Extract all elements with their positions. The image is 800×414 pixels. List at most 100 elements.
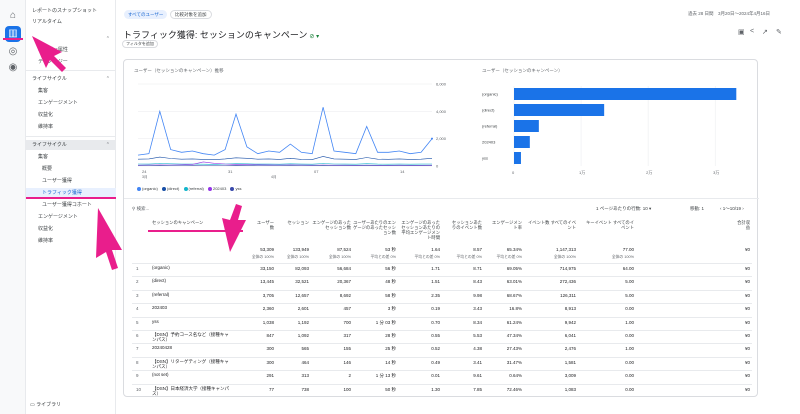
table-cell: 1.00 [625,346,634,352]
campaign-name[interactable]: 【DSN】日本経済大学（接種キャンパス） [152,385,229,396]
col-header[interactable]: キーイベント すべてのイベント [586,220,634,230]
share-icon[interactable]: < [750,28,755,35]
total-sub: 全体の 100% [251,255,274,259]
col-header[interactable]: イベント数 すべてのイベント [528,220,576,230]
col-header[interactable]: エンゲージメント率 [492,220,522,230]
legend-dot [183,186,188,191]
table-cell: 3.43 [473,306,482,312]
col-header[interactable]: エンゲージのあったセッション数 [312,220,351,230]
bar-category-label: (referral) [482,124,498,129]
sidebar-item-realtime[interactable]: リアルタイム [32,19,62,25]
sidebar-item-snapshot[interactable]: レポートのスナップショット [32,8,98,14]
sidebar-item-monetization[interactable]: 収益化 [38,112,54,118]
col-header[interactable]: セッション [287,220,309,225]
table-cell: 1,083 [564,386,576,392]
explore-icon[interactable]: ◎ [8,46,18,57]
campaign-name[interactable]: 202403 [152,305,168,311]
table-cell: 68.67% [506,292,522,298]
table-cell: ¥0 [744,319,750,325]
sidebar-item-traffic-acquisition[interactable]: トラフィック獲得 [26,188,116,198]
col-header[interactable]: ユーザー数 [256,220,274,230]
x-tick-label: 3万 [713,170,719,175]
row-divider [132,289,752,291]
check-icon: ⊘ ▾ [309,34,320,40]
row-divider [132,303,752,305]
table-cell: 714,975 [559,266,576,271]
add-filter-button[interactable]: フィルタを追加 [122,40,158,48]
sidebar-item-retention[interactable]: 維持率 [38,124,54,130]
compare-chip[interactable]: 比較対象を追加 [170,10,212,19]
sidebar-section-user[interactable]: ⌃ [26,34,116,44]
segment-chip[interactable]: すべてのユーザー [124,10,168,19]
table-cell: 9,942 [564,319,576,325]
insights-icon[interactable]: ↗ [762,29,768,36]
goto-page[interactable]: 移動: 1 [690,206,704,212]
date-range[interactable]: 過去 28 日間 3月20日～2024年4月16日 [687,11,770,16]
rows-per-page[interactable]: 1 ページあたりの行数: 10 ▾ [596,206,652,211]
sidebar-item-engagement-2[interactable]: エンゲージメント [38,214,78,220]
col-header-campaign[interactable]: セッションのキャンペーン [152,220,204,225]
campaign-name[interactable]: 【DSN】リターゲティング（接種キャンパス） [152,358,229,369]
sidebar-item-user-cohort[interactable]: ユーザー獲得コホート [42,202,92,208]
legend-label: 202403 [212,186,227,191]
total-sub: 平均との差 0% [456,255,483,259]
table-cell: ¥0 [744,292,750,298]
table-cell: 1 分 03 秒 [375,319,396,325]
sidebar-section-lifecycle[interactable]: ライフサイクル ⌃ [26,74,116,84]
row-number: 3 [136,292,139,298]
campaign-name[interactable]: (not set) [152,372,169,378]
sidebar-item-engagement[interactable]: エンゲージメント [38,100,78,106]
sidebar-item-user-acquisition[interactable]: ユーザー獲得 [42,178,72,184]
campaign-name[interactable]: (organic) [152,265,170,270]
table-cell: 0.00 [625,373,634,379]
campaign-name[interactable]: (referral) [152,291,170,297]
sidebar-item-monetization-2[interactable]: 収益化 [38,226,54,232]
col-header[interactable]: 合計収益 [737,220,750,230]
nav-rail: ⌂ ▥ ◎ ◉ [0,0,26,414]
customize-icon[interactable]: ▣ [738,29,745,36]
table-cell: 8.43 [473,279,482,285]
col-header[interactable]: エンゲージのあったセッションあたりの平均エンゲージメント時間 [401,220,440,240]
table-cell: 0.00 [625,359,634,365]
chevron-right-icon[interactable]: › [742,206,744,211]
bar-category-label: yss [482,156,488,161]
line-chart: 6,000 4,000 2,000 0 24 31 07 14 3月 4月 [137,82,447,179]
pagination[interactable]: ‹ 1～10/19 › [720,206,744,212]
legend-dot [161,186,166,191]
campaign-name[interactable]: yss [152,318,159,324]
x-tick-sublabel: 3月 [142,174,147,179]
library-link[interactable]: ▭ ライブラリ [30,401,61,408]
sidebar-item-acquisition-open[interactable]: 集客 [38,154,49,160]
table-cell: 2.35 [431,292,440,298]
bar-category-label: (organic) [482,92,498,97]
campaign-name[interactable]: 【DSN】予約コース名など（接種キャンパス） [152,332,229,342]
campaign-name[interactable]: (direct) [152,278,167,284]
search-icon: ⚲ [132,206,136,211]
sidebar-item-overview[interactable]: 概要 [42,166,53,172]
sidebar-item-acquisition[interactable]: 集客 [38,88,49,94]
home-icon[interactable]: ⌂ [9,10,17,21]
bar [514,152,521,164]
advertising-icon[interactable]: ◉ [8,62,18,73]
sidebar-section-lifecycle-2[interactable]: ライフサイクル ⌃ [26,140,116,150]
sidebar-item-retention-2[interactable]: 維持率 [38,238,54,244]
line-chart-title: ユーザー（セッションのキャンペーン）推移 [134,68,224,73]
table-cell: 1.30 [431,386,440,392]
table-search[interactable]: ⚲ 検索... [132,206,149,212]
row-number: 7 [136,346,139,352]
edit-icon[interactable]: ✎ [776,29,782,36]
annotation-arrow [96,208,122,270]
table-cell: 272,436 [559,279,576,285]
col-header[interactable]: セッションあたりのイベント数 [451,220,482,230]
table-cell: 58 秒 [385,292,396,298]
table-cell: 8,913 [564,306,576,312]
rows-per-page-label: 1 ページあたりの行数: [596,206,642,211]
col-header[interactable]: ユーザーあたりのエンゲージのあったセッション数 [353,220,396,235]
top-bar: すべてのユーザー 比較対象を追加 過去 28 日間 3月20日～2024年4月1… [116,0,800,22]
table-cell: 1.71 [431,266,440,271]
total-value: 77.00 [622,247,634,252]
bar-category-label: 202403 [482,140,496,145]
table-cell: 300 [266,359,274,365]
campaign-name[interactable]: 20240428 [152,345,173,351]
series-line [137,107,433,156]
